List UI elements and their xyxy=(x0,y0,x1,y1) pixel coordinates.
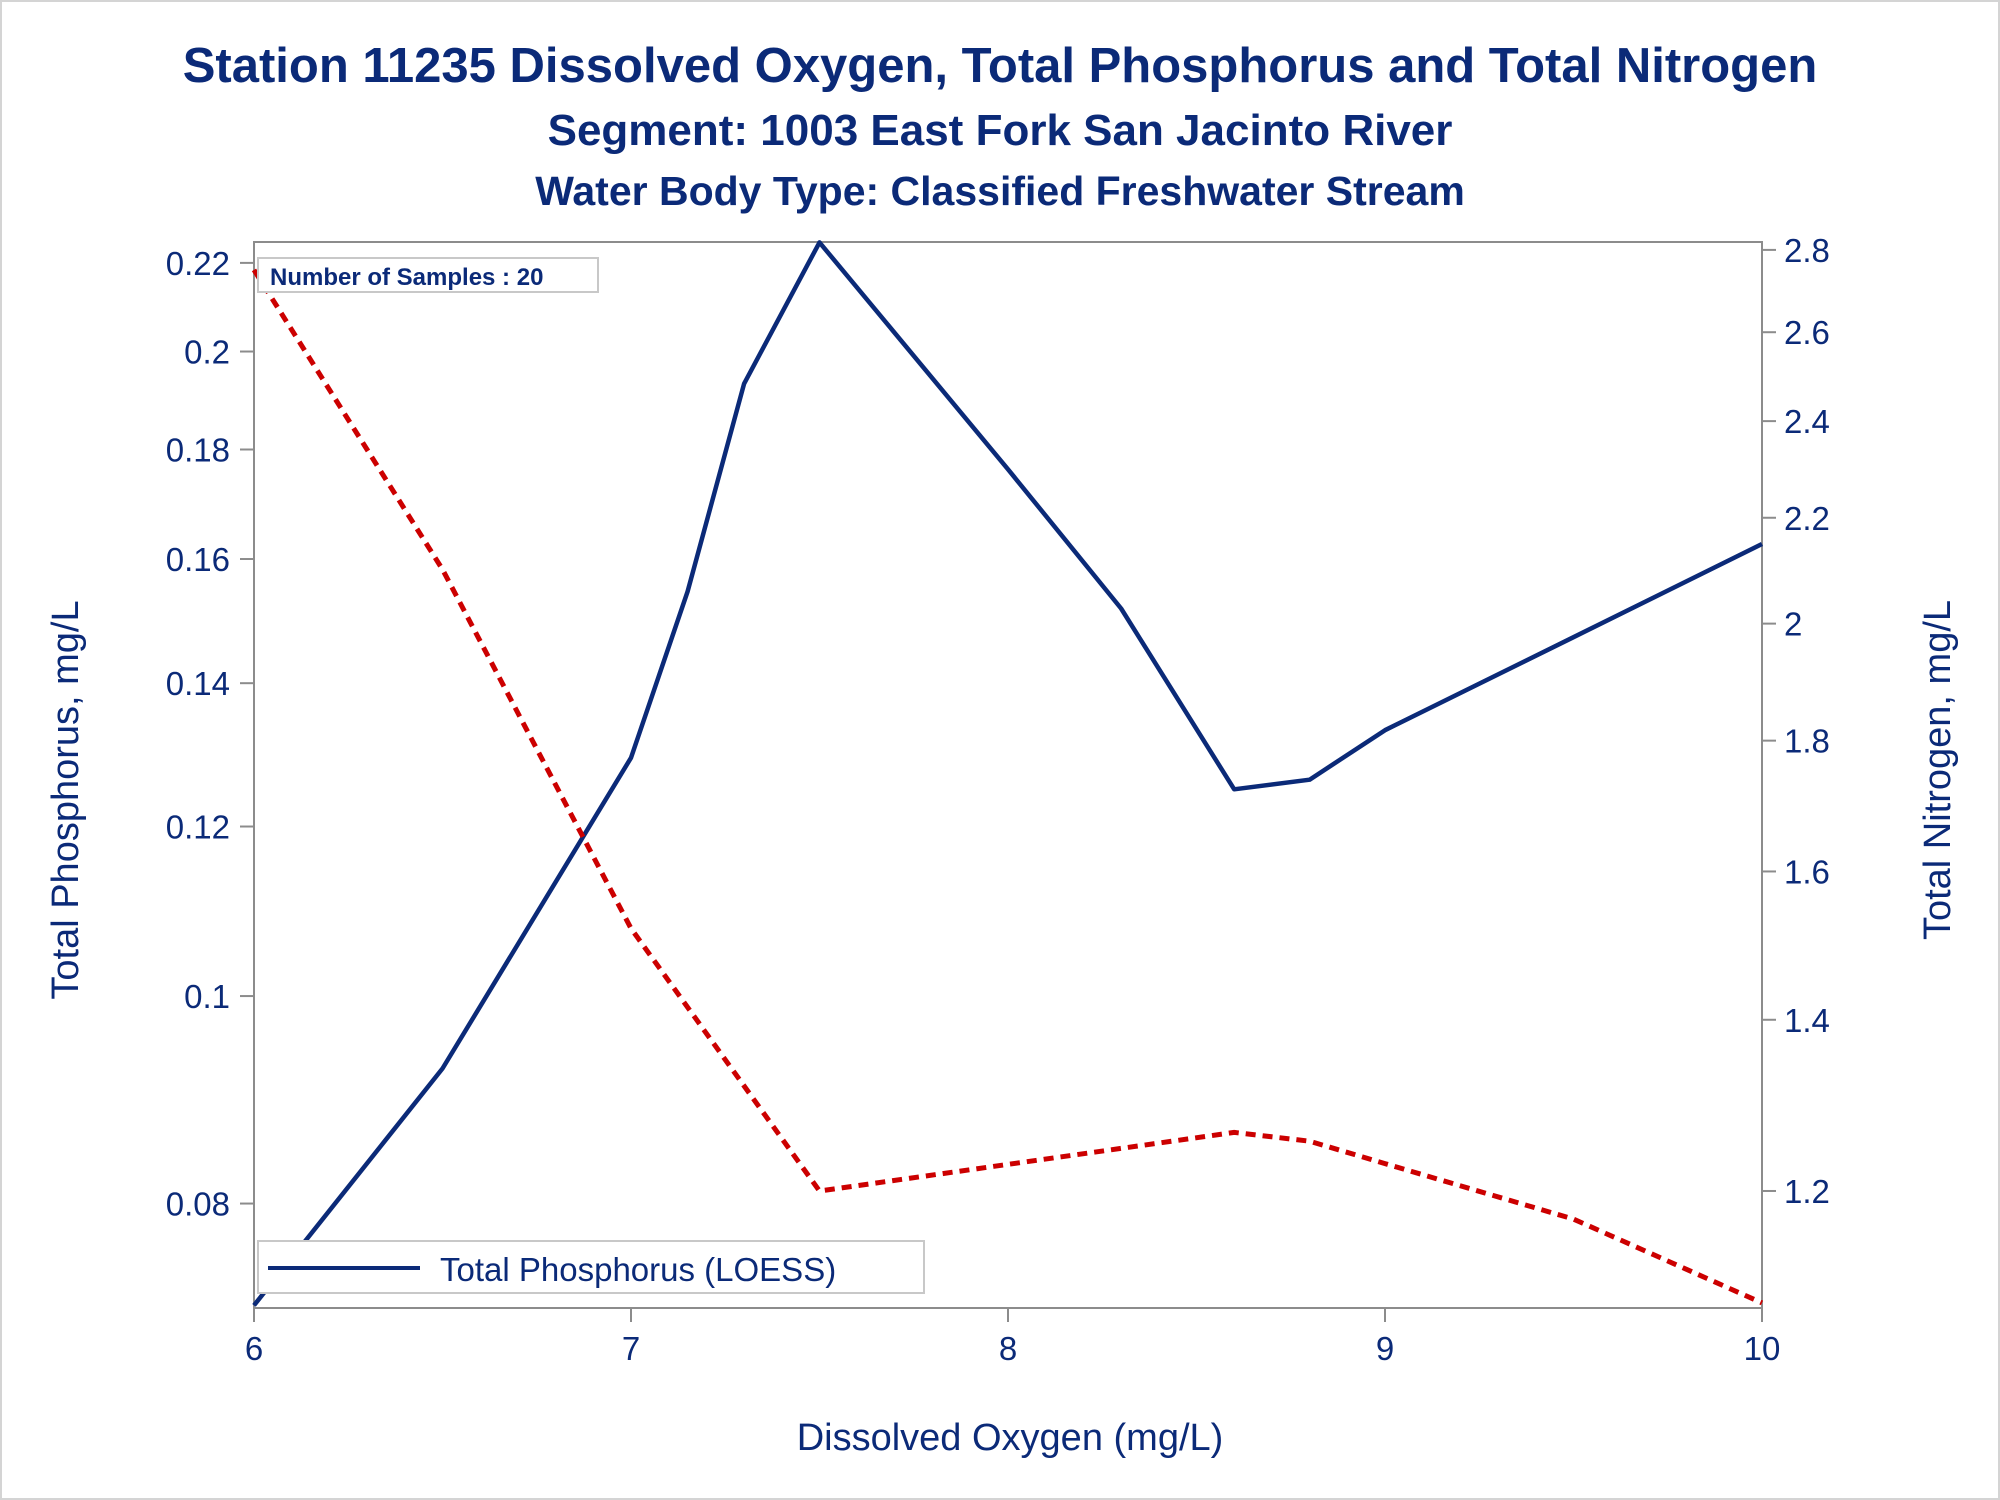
y-axis-right: 1.2 1.4 1.6 1.8 2 2.2 2.4 2.6 2.8 xyxy=(1762,232,1830,1210)
chart-title: Station 11235 Dissolved Oxygen, Total Ph… xyxy=(182,39,1818,93)
y-tick-label: 0.12 xyxy=(166,809,230,846)
legend-label: Total Phosphorus (LOESS) xyxy=(440,1251,836,1288)
y2-tick-label: 1.2 xyxy=(1784,1173,1830,1210)
y-tick-label: 0.2 xyxy=(184,334,230,371)
legend: Total Phosphorus (LOESS) xyxy=(257,1240,925,1294)
y2-tick-label: 2.6 xyxy=(1784,314,1830,351)
x-tick-label: 8 xyxy=(999,1330,1017,1367)
chart-subtitle-water-body: Water Body Type: Classified Freshwater S… xyxy=(535,168,1465,214)
x-axis: 6 7 8 9 10 xyxy=(245,1308,1781,1367)
y2-tick-label: 2.4 xyxy=(1784,403,1830,440)
y2-tick-label: 1.4 xyxy=(1784,1002,1830,1039)
total-phosphorus-loess-line xyxy=(252,240,1763,1307)
y-tick-label: 0.1 xyxy=(184,978,230,1015)
x-axis-label: Dissolved Oxygen (mg/L) xyxy=(797,1417,1224,1459)
y-tick-label: 0.16 xyxy=(166,541,230,578)
y2-tick-label: 2 xyxy=(1784,606,1802,643)
sample-count-text: Number of Samples : 20 xyxy=(270,264,543,291)
total-nitrogen-line xyxy=(251,268,1764,1306)
y-axis-left-label: Total Phosphorus, mg/L xyxy=(45,600,87,999)
y-tick-label: 0.14 xyxy=(166,665,230,702)
sample-count-box: Number of Samples : 20 xyxy=(257,257,599,293)
y2-tick-label: 2.8 xyxy=(1784,232,1830,269)
y-axis-right-label: Total Nitrogen, mg/L xyxy=(1917,600,1959,940)
y2-tick-label: 1.8 xyxy=(1784,723,1830,760)
y-tick-label: 0.22 xyxy=(166,245,230,282)
y2-tick-label: 1.6 xyxy=(1784,853,1830,890)
x-tick-label: 7 xyxy=(622,1330,640,1367)
plot-area xyxy=(253,241,1763,1309)
y-tick-label: 0.18 xyxy=(166,431,230,468)
x-tick-label: 9 xyxy=(1376,1330,1394,1367)
series-layer xyxy=(251,240,1764,1307)
y-axis-left: 0.08 0.1 0.12 0.14 0.16 0.18 0.2 0.22 xyxy=(166,245,254,1223)
x-tick-label: 6 xyxy=(245,1330,263,1367)
chart-subtitle-segment: Segment: 1003 East Fork San Jacinto Rive… xyxy=(547,106,1453,155)
y-tick-label: 0.08 xyxy=(166,1186,230,1223)
x-tick-label: 10 xyxy=(1744,1330,1781,1367)
y2-tick-label: 2.2 xyxy=(1784,500,1830,537)
